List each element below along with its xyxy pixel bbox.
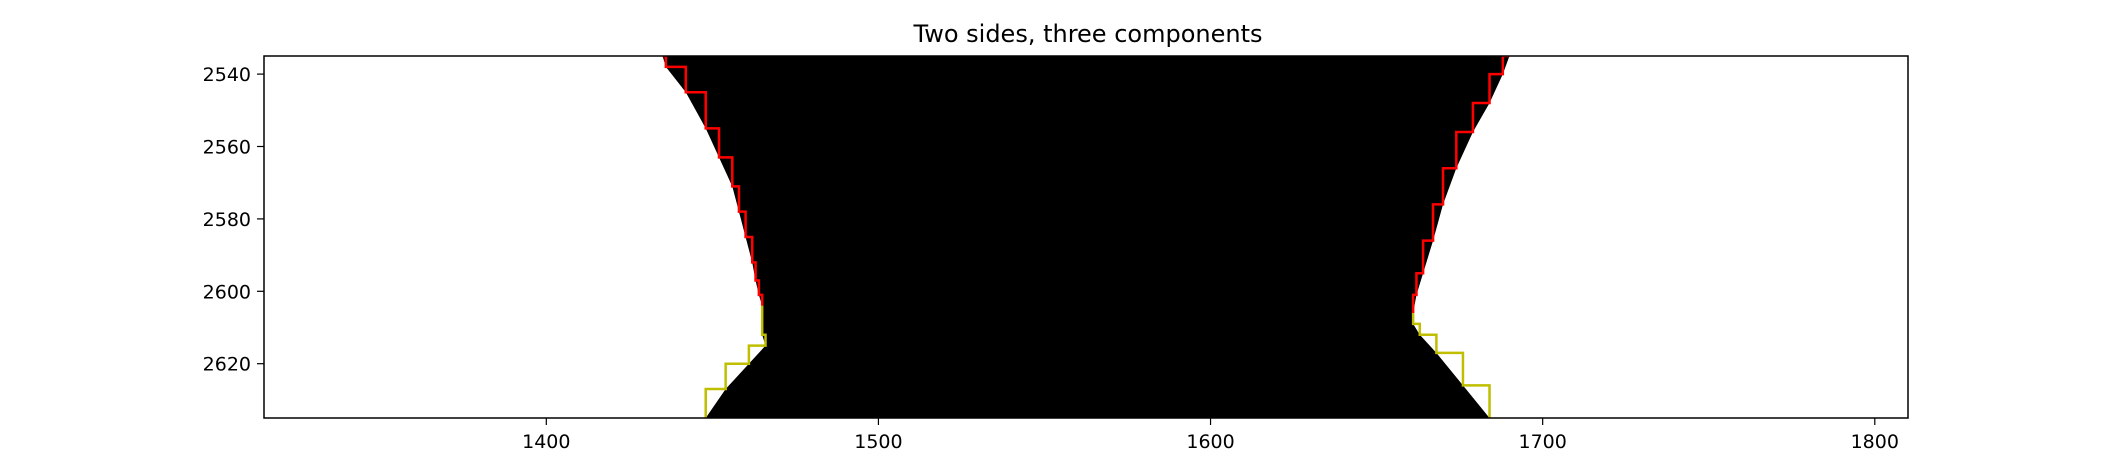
y-tick-label-2540: 2540 xyxy=(203,64,251,86)
boundary-line-1 xyxy=(662,56,764,306)
plot-area xyxy=(264,56,1908,418)
filled-region xyxy=(662,56,1510,418)
y-tick-label-2580: 2580 xyxy=(203,209,251,231)
x-tick-label-1600: 1600 xyxy=(1186,431,1234,453)
boundary-line-4 xyxy=(1411,313,1491,418)
y-tick-label-2560: 2560 xyxy=(203,137,251,159)
x-tick-label-1400: 1400 xyxy=(522,431,570,453)
x-tick-label-1800: 1800 xyxy=(1851,431,1899,453)
axes: 1400 1500 1600 1700 1800 2540 2560 2580 2600 2620 xyxy=(203,55,1909,453)
plot-frame xyxy=(263,55,1909,419)
plot-content xyxy=(264,56,1908,418)
boundary-line-2 xyxy=(704,305,767,418)
chart-title: Two sides, three components xyxy=(913,20,1263,48)
y-tick-label-2600: 2600 xyxy=(203,281,251,303)
y-tick-label-2620: 2620 xyxy=(203,354,251,376)
x-tick-label-1500: 1500 xyxy=(854,431,902,453)
boundary-line-3 xyxy=(1411,56,1510,314)
x-tick-label-1700: 1700 xyxy=(1518,431,1566,453)
